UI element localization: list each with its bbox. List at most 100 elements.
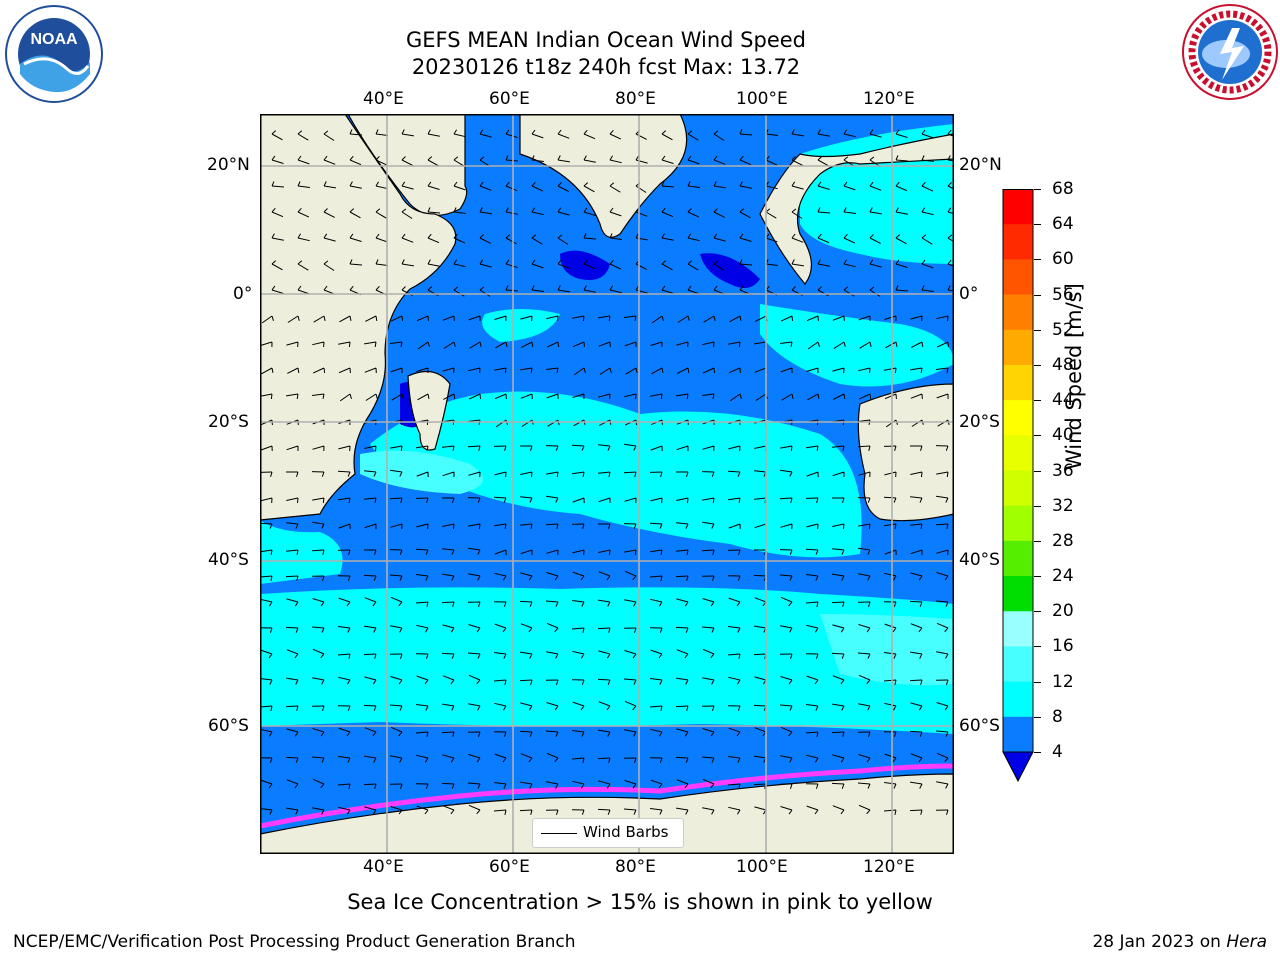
footer-date-prefix: 28 Jan 2023 on: [1092, 932, 1227, 952]
wind-barb: [338, 597, 351, 603]
wind-barb-feather: [556, 471, 559, 478]
wind-barb: [442, 573, 455, 577]
wind-barb: [921, 211, 934, 216]
wind-barb: [635, 159, 648, 164]
wind-barb: [443, 341, 455, 349]
wind-barb-feather: [297, 233, 302, 239]
wind-barb: [546, 781, 559, 785]
wind-barb: [921, 289, 934, 292]
wind-barb-feather: [895, 155, 899, 161]
wind-barb-feather: [323, 130, 329, 135]
wind-barb: [755, 393, 767, 401]
wind-barb: [598, 497, 611, 503]
wind-barb-feather: [296, 393, 299, 399]
wind-barb-feather: [684, 601, 689, 607]
wind-barb-feather: [297, 315, 300, 321]
wind-barb-feather: [453, 181, 458, 187]
wind-barb: [338, 367, 351, 374]
wind-barb-feather: [919, 601, 923, 607]
wind-barb: [817, 263, 830, 267]
wind-barb: [494, 315, 507, 320]
wind-barb: [271, 211, 284, 218]
wind-barb: [416, 624, 429, 629]
wind-barb: [390, 625, 403, 629]
wind-barb: [416, 445, 429, 449]
wind-barb-feather: [476, 679, 481, 685]
landmasses: [260, 114, 954, 854]
wind-barb: [806, 471, 819, 477]
wind-barb-feather: [401, 208, 407, 213]
wind-barb-feather: [581, 809, 585, 815]
wind-barb-feather: [583, 182, 589, 187]
wind-barb: [442, 471, 455, 477]
wind-barb-feather: [868, 445, 871, 452]
wind-barb-feather: [580, 783, 585, 789]
wind-barb: [390, 469, 403, 473]
colorbar-band: [1003, 470, 1033, 507]
wind-barb-feather: [919, 731, 923, 737]
colorbar-tick-label: 68: [1052, 179, 1074, 199]
wind-barb-feather: [349, 393, 352, 399]
wind-barb-feather: [687, 233, 692, 239]
wind-barb-feather: [788, 679, 793, 685]
wind-barb-feather: [921, 129, 926, 135]
colorbar-band: [1003, 540, 1033, 577]
wind-barb: [817, 133, 830, 137]
wind-barb-feather: [581, 601, 585, 607]
colorbar-tick-label: 8: [1052, 706, 1063, 727]
wind-barb-feather: [687, 497, 689, 504]
wind-barb: [661, 159, 674, 164]
wind-barb: [598, 549, 611, 553]
wind-barb: [531, 133, 544, 139]
wind-barb: [494, 623, 507, 629]
wind-barb-feather: [739, 181, 743, 187]
wind-barb-feather: [297, 130, 303, 135]
wind-barb: [753, 653, 767, 656]
wind-barb: [884, 753, 897, 759]
wind-barb: [858, 703, 871, 707]
wind-barb-feather: [502, 705, 507, 711]
wind-barb: [479, 211, 492, 215]
wind-barb-feather: [296, 705, 299, 711]
colorbar-band: [1003, 259, 1033, 296]
colorbar-band: [1003, 189, 1033, 225]
wind-barb-feather: [739, 208, 745, 213]
wind-barb-feather: [400, 653, 403, 659]
wind-barb: [935, 600, 949, 603]
wind-barb: [547, 419, 559, 427]
wind-barb: [323, 263, 335, 271]
wind-barb: [468, 804, 481, 811]
lon-tick-top: 100°E: [736, 89, 788, 109]
wind-barb-feather: [398, 731, 403, 737]
wind-barb-feather: [788, 601, 793, 607]
wind-barb-feather: [685, 757, 689, 763]
wind-barb: [910, 572, 923, 577]
wind-barb-feather: [503, 601, 507, 607]
wind-barb: [702, 393, 715, 396]
wind-barb: [427, 289, 439, 297]
wind-barb: [598, 650, 611, 655]
wind-barb: [884, 471, 897, 476]
wind-barb-feather: [322, 497, 325, 504]
wind-barb: [573, 419, 585, 427]
wind-barb: [467, 652, 481, 655]
wind-barb-feather: [348, 653, 351, 660]
wind-barb: [624, 780, 637, 785]
wind-barb: [286, 807, 299, 811]
wind-barb-feather: [556, 679, 559, 685]
wind-barb-feather: [790, 653, 793, 659]
wind-barb-feather: [401, 286, 406, 291]
wind-barb: [557, 133, 570, 139]
wind-barb: [598, 444, 611, 447]
wind-barb: [624, 700, 637, 707]
wind-barb-feather: [349, 233, 354, 239]
wind-barb-feather: [921, 471, 923, 478]
wind-barb: [495, 419, 507, 428]
wind-barb-feather: [479, 181, 484, 187]
wind-barb-feather: [555, 731, 559, 737]
wind-barb: [780, 755, 793, 759]
wind-barb: [573, 367, 585, 376]
wind-barb: [676, 497, 689, 501]
wind-barb: [909, 809, 923, 812]
colorbar-tick-label: 60: [1052, 249, 1074, 270]
